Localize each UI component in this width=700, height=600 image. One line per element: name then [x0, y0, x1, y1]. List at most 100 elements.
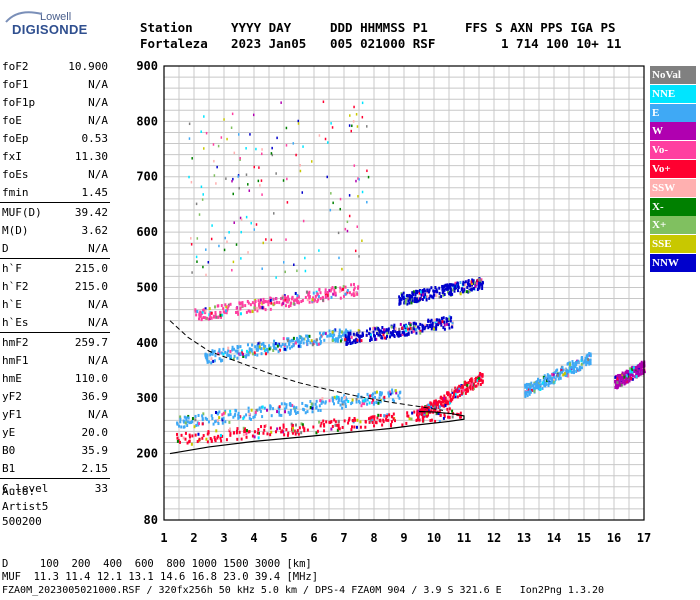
trace-dot [640, 364, 643, 368]
trace-dot [256, 309, 259, 313]
trace-dot [380, 335, 383, 339]
trace-dot [533, 382, 536, 386]
param-name: h`E [2, 298, 22, 311]
trace-dot [377, 413, 380, 417]
trace-dot [242, 352, 245, 356]
param-value: N/A [88, 78, 108, 91]
trace-dot [202, 412, 205, 416]
trace-dot [231, 268, 233, 272]
trace-dot [472, 281, 475, 285]
trace-dot [220, 439, 223, 443]
trace-dot [185, 418, 188, 422]
trace-dot [432, 409, 435, 413]
trace-dot [340, 396, 343, 400]
trace-dot [320, 401, 323, 405]
trace-dot [205, 437, 208, 441]
trace-dot [383, 398, 386, 402]
param-value: N/A [88, 114, 108, 127]
trace-dot [360, 404, 363, 408]
trace-dot [420, 290, 423, 294]
param-row: h`F2 215.0 [2, 280, 108, 298]
trace-dot [410, 330, 413, 334]
trace-dot [625, 377, 628, 381]
trace-dot [475, 282, 478, 286]
trace-dot [424, 323, 427, 327]
trace-dot [224, 303, 227, 307]
x-tick-label: 17 [637, 531, 651, 545]
trace-dot [282, 337, 285, 341]
param-value: 2.15 [81, 462, 109, 475]
trace-dot [238, 133, 240, 136]
trace-dot [361, 239, 363, 243]
trace-dot [356, 292, 359, 296]
trace-dot [257, 179, 260, 183]
trace-dot [525, 385, 528, 389]
trace-dot [297, 119, 300, 123]
trace-dot [321, 295, 324, 299]
trace-dot [449, 394, 452, 398]
trace-dot [471, 382, 474, 386]
trace-dot [424, 325, 427, 329]
trace-dot [477, 376, 480, 380]
trace-dot [374, 391, 377, 395]
trace-dot [357, 329, 360, 333]
trace-dot [324, 332, 327, 336]
trace-dot [452, 393, 455, 397]
trace-dot [252, 415, 255, 419]
trace-dot [418, 291, 421, 295]
trace-dot [406, 294, 409, 298]
trace-dot [563, 372, 566, 376]
trace-dot [379, 418, 382, 422]
trace-dot [228, 354, 231, 358]
trace-dot [260, 347, 263, 351]
trace-dot [549, 374, 552, 378]
trace-dot [642, 362, 645, 366]
trace-dot [423, 295, 426, 299]
trace-dot [276, 136, 278, 140]
trace-dot [281, 429, 284, 433]
trace-dot [406, 327, 409, 331]
trace-dot [285, 428, 288, 432]
param-value: 20.0 [81, 426, 109, 439]
trace-dot [319, 339, 322, 343]
trace-dot [326, 291, 329, 295]
trace-dot [222, 347, 225, 351]
trace-dot [249, 133, 251, 136]
trace-dot [306, 298, 309, 302]
trace-dot [427, 406, 430, 410]
trace-dot [371, 392, 374, 396]
trace-dot [377, 401, 380, 405]
trace-dot [623, 382, 626, 386]
trace-dot [285, 300, 288, 304]
trace-dot [320, 399, 323, 403]
trace-dot [191, 271, 193, 274]
trace-dot [245, 349, 248, 353]
trace-dot [348, 416, 351, 420]
trace-dot [333, 395, 336, 399]
trace-dot [300, 336, 303, 340]
x-tick-label: 2 [190, 531, 197, 545]
trace-dot [260, 342, 263, 346]
trace-dot [235, 306, 238, 310]
trace-dot [452, 396, 455, 400]
trace-dot [294, 291, 297, 295]
param-name: yE [2, 426, 16, 439]
trace-dot [257, 431, 260, 435]
trace-dot [212, 143, 215, 146]
param-row: h`E N/A [2, 298, 108, 316]
trace-dot [198, 317, 201, 321]
trace-dot [342, 285, 345, 289]
trace-dot [636, 365, 639, 369]
x-tick-label: 14 [547, 531, 561, 545]
trace-dot [464, 391, 467, 395]
param-name: foF1p [2, 96, 36, 109]
trace-dot [345, 328, 348, 332]
param-value: N/A [88, 298, 108, 311]
header-value-1: 2023 Jan05 [231, 36, 307, 51]
trace-dot [337, 419, 340, 423]
trace-dot [300, 431, 303, 435]
param-value: N/A [88, 316, 108, 329]
trace-dot [326, 334, 329, 338]
trace-dot [614, 379, 617, 383]
